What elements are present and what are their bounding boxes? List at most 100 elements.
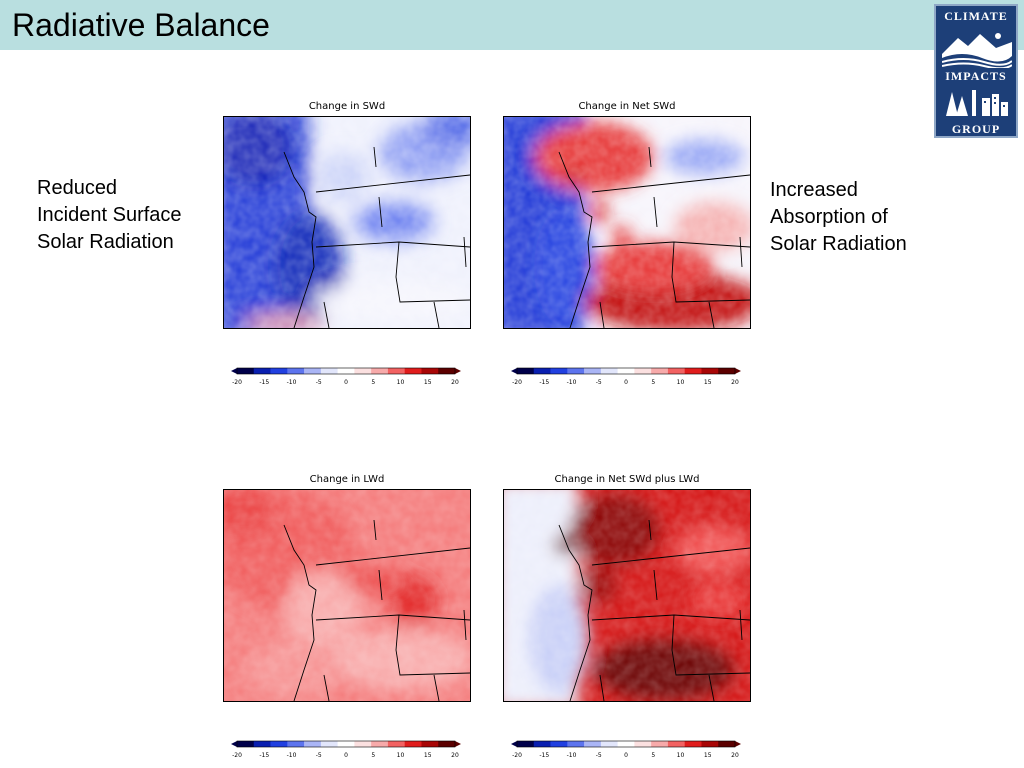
colorbar-tick-label: 0: [344, 379, 348, 386]
colorbar-max-arrow: [455, 741, 461, 747]
left-annotation: Reduced Incident Surface Solar Radiation: [37, 175, 182, 256]
colorbar-tick-label: 5: [371, 379, 375, 386]
colorbar-tick-label: -10: [567, 379, 577, 386]
colorbar-swatch: [304, 741, 322, 747]
colorbar-tick-label: 0: [624, 379, 628, 386]
colorbar-swatch: [617, 368, 635, 374]
colorbar-swatch: [667, 368, 685, 374]
colorbar-swatch: [421, 741, 439, 747]
colorbar-lwd: -20 -15 -10 -5 0 5 10 15 20: [231, 740, 461, 759]
colorbar-tick-label: -20: [512, 752, 522, 759]
colorbar-outline: [236, 367, 456, 375]
colorbar-outline: [516, 367, 736, 375]
mountain-landscape-icon: [942, 28, 1012, 68]
colorbar-swatch: [567, 741, 585, 747]
logo-line-2: IMPACTS: [945, 69, 1007, 83]
colorbar-tick-label: 15: [424, 752, 432, 759]
colorbar-min-arrow: [231, 368, 237, 374]
colorbar-max-arrow: [735, 741, 741, 747]
colorbar-tick-label: -15: [259, 752, 269, 759]
colorbar-swatch: [651, 741, 669, 747]
colorbar-tick-label: -5: [316, 752, 322, 759]
map-change-in-swd: [223, 116, 471, 329]
colorbar-swatch: [667, 741, 685, 747]
colorbar-tick-label: 15: [424, 379, 432, 386]
colorbar-tick-label: 5: [651, 752, 655, 759]
colorbar-tick-label: 5: [651, 379, 655, 386]
colorbar-tick-label: 15: [704, 379, 712, 386]
colorbar-swatch: [600, 368, 618, 374]
slide-title: Radiative Balance: [12, 7, 270, 43]
colorbar-swatch: [304, 368, 322, 374]
colorbar-swatch: [371, 741, 389, 747]
colorbar-swatch: [517, 741, 535, 747]
map-title-lwd: Change in LWd: [309, 474, 385, 485]
map-title-net-swd-plus-lwd: Change in Net SWd plus LWd: [554, 474, 700, 485]
colorbar-net-swd-plus-lwd: -20 -15 -10 -5 0 5 10 15 20: [511, 740, 741, 759]
left-annotation-line: Incident Surface: [37, 204, 182, 226]
colorbar-swatch: [371, 368, 389, 374]
right-annotation-line: Solar Radiation: [770, 233, 907, 255]
colorbar-swatch: [651, 368, 669, 374]
colorbar-swatch: [567, 368, 585, 374]
colorbar-swatch: [600, 741, 618, 747]
colorbar-tick-label: 0: [344, 752, 348, 759]
colorbar-swatch: [237, 368, 255, 374]
colorbar-swatch: [354, 368, 372, 374]
colorbar-swatch: [253, 741, 271, 747]
colorbar-swatch: [584, 368, 602, 374]
colorbar-swatch: [421, 368, 439, 374]
colorbar-swatch: [701, 741, 719, 747]
colorbar-tick-label: 10: [397, 379, 405, 386]
colorbar-swatch: [287, 741, 305, 747]
logo-line-1: CLIMATE: [944, 9, 1008, 23]
colorbar-min-arrow: [231, 741, 237, 747]
colorbar-swatch: [634, 368, 652, 374]
colorbar-tick-label: 10: [397, 752, 405, 759]
colorbar-tick-label: 20: [731, 752, 739, 759]
colorbar-swatch: [438, 368, 456, 374]
forest-city-icon: [946, 90, 1008, 116]
colorbar-swatch: [550, 741, 568, 747]
colorbar-min-arrow: [511, 368, 517, 374]
map-change-in-net-swd: [503, 116, 751, 329]
colorbar-swatch: [517, 368, 535, 374]
colorbar-tick-label: -20: [232, 752, 242, 759]
colorbar-swatch: [354, 741, 372, 747]
right-annotation: Increased Absorption of Solar Radiation: [770, 177, 907, 258]
left-annotation-line: Reduced: [37, 177, 118, 199]
colorbar-tick-label: 0: [624, 752, 628, 759]
colorbar-tick-label: -20: [512, 379, 522, 386]
colorbar-swatch: [617, 741, 635, 747]
colorbar-tick-label: -5: [316, 379, 322, 386]
colorbar-tick-label: -15: [259, 379, 269, 386]
colorbar-swatch: [718, 368, 736, 374]
colorbar-net-swd: -20 -15 -10 -5 0 5 10 15 20: [511, 367, 741, 386]
map-title-net-swd: Change in Net SWd: [578, 101, 676, 112]
colorbar-swatch: [337, 368, 355, 374]
logo-line-3: GROUP: [951, 122, 1001, 136]
colorbar-swatch: [533, 741, 551, 747]
colorbar-swatch: [634, 741, 652, 747]
colorbar-swatch: [533, 368, 551, 374]
colorbar-swatch: [253, 368, 271, 374]
colorbar-tick-label: -10: [287, 379, 297, 386]
left-annotation-line: Solar Radiation: [37, 231, 174, 253]
colorbar-swatch: [337, 741, 355, 747]
colorbar-swatch: [287, 368, 305, 374]
right-annotation-line: Absorption of: [770, 206, 888, 228]
colorbar-tick-label: 15: [704, 752, 712, 759]
climate-impacts-group-logo: CLIMATE IMPACTS GROUP: [934, 4, 1018, 138]
colorbar-tick-label: 20: [731, 379, 739, 386]
colorbar-swatch: [684, 368, 702, 374]
colorbar-tick-label: -15: [539, 379, 549, 386]
colorbar-max-arrow: [735, 368, 741, 374]
colorbar-outline: [516, 740, 736, 748]
colorbar-swatch: [387, 368, 405, 374]
colorbar-swatch: [584, 741, 602, 747]
colorbar-min-arrow: [511, 741, 517, 747]
colorbar-tick-label: -10: [287, 752, 297, 759]
map-title-swd: Change in SWd: [308, 101, 386, 112]
colorbar-tick-label: -5: [596, 752, 602, 759]
colorbar-swatch: [270, 741, 288, 747]
